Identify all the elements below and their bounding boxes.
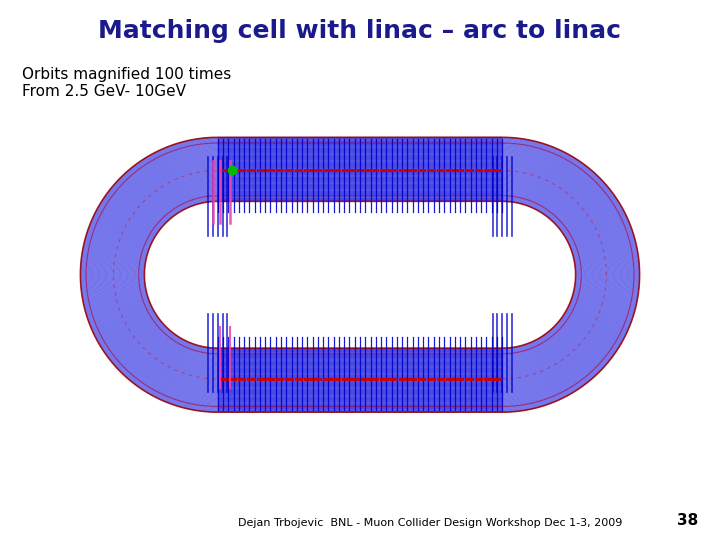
Text: 38: 38	[677, 513, 698, 528]
Text: Matching cell with linac – arc to linac: Matching cell with linac – arc to linac	[99, 19, 621, 43]
Text: From 2.5 GeV- 10GeV: From 2.5 GeV- 10GeV	[22, 84, 186, 99]
Text: Orbits magnified 100 times: Orbits magnified 100 times	[22, 68, 231, 83]
Text: Dejan Trbojevic  BNL - Muon Collider Design Workshop Dec 1-3, 2009: Dejan Trbojevic BNL - Muon Collider Desi…	[238, 518, 622, 528]
